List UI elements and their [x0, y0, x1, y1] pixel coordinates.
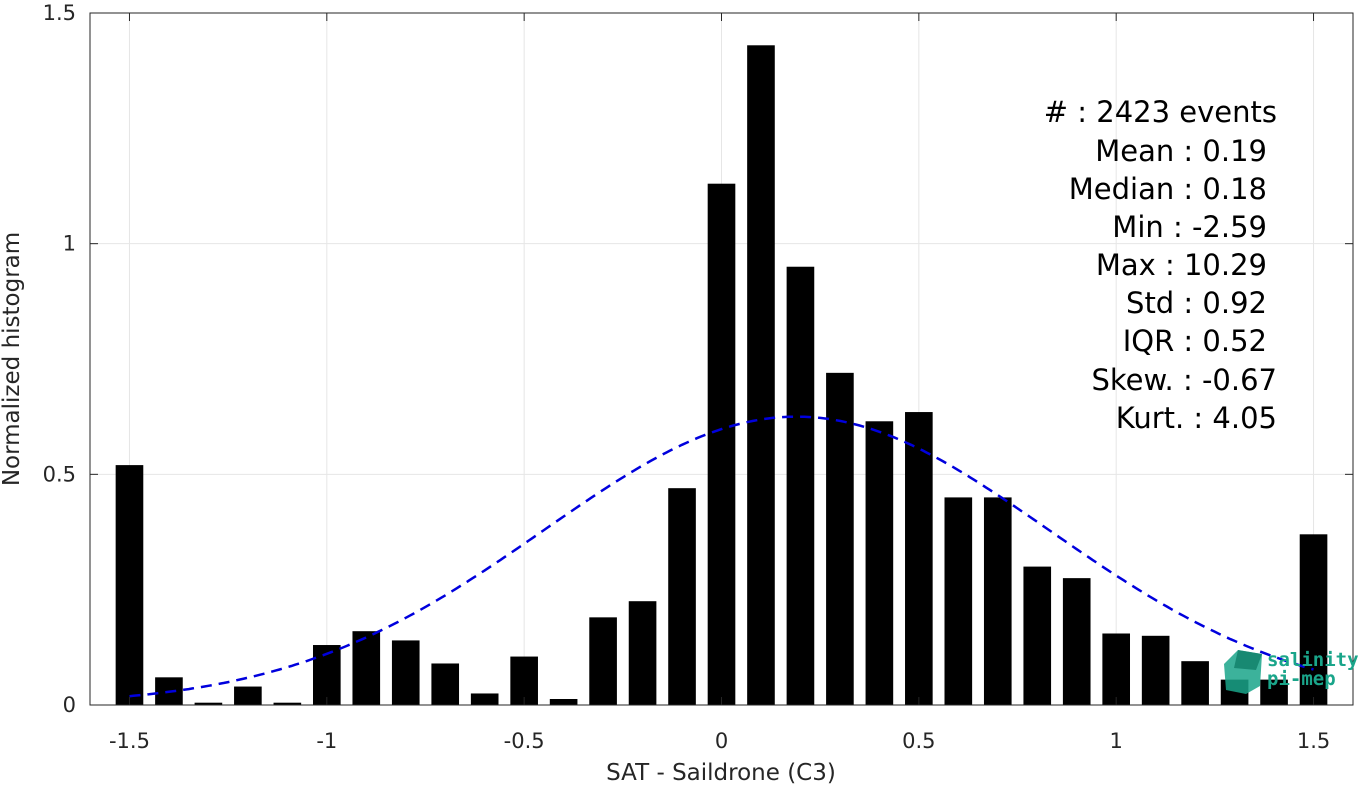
- histogram-bar: [628, 601, 657, 705]
- logo-text-salinity: salinity: [1267, 649, 1359, 671]
- stat-std: Std : 0.92: [1126, 286, 1267, 320]
- histogram-bar: [786, 266, 815, 705]
- logo-text-pi-mep: pi-mep: [1267, 668, 1336, 690]
- y-tick-label: 0: [63, 693, 76, 717]
- histogram-bar: [1102, 633, 1131, 705]
- x-tick-label: -0.5: [504, 729, 545, 753]
- histogram-bar: [391, 640, 420, 705]
- x-tick-label: 0.5: [902, 729, 935, 753]
- histogram-bar: [115, 465, 144, 705]
- stat-skew: Skew. : -0.67: [1091, 363, 1277, 397]
- histogram-bar: [549, 699, 578, 705]
- y-tick-label: 1.5: [43, 1, 76, 25]
- y-axis-label: Normalized histogram: [0, 232, 25, 486]
- histogram-bar: [1260, 679, 1288, 705]
- stat-mean: Mean : 0.19: [1095, 134, 1267, 168]
- x-tick-label: -1: [316, 729, 337, 753]
- histogram-bar: [352, 631, 381, 705]
- histogram-bar: [707, 183, 736, 705]
- histogram-bar: [865, 421, 894, 705]
- histogram-bar: [470, 693, 499, 705]
- stat-events: # : 2423 events: [1044, 95, 1277, 129]
- histogram-bar: [273, 702, 302, 705]
- histogram-bar: [431, 663, 460, 705]
- x-tick-label: 0: [715, 729, 728, 753]
- histogram-bar: [194, 702, 223, 705]
- histogram-bar: [234, 686, 262, 705]
- statistics-box: # : 2423 events Mean : 0.19 Median : 0.1…: [1044, 95, 1277, 435]
- gaussian-fit-curve: [129, 415, 1314, 698]
- histogram-bar: [1181, 661, 1209, 705]
- stat-kurt: Kurt. : 4.05: [1116, 401, 1277, 435]
- x-axis-label: SAT - Saildrone (C3): [606, 760, 836, 785]
- histogram-bar: [1299, 534, 1328, 705]
- stat-max: Max : 10.29: [1096, 248, 1267, 282]
- histogram-bar: [944, 497, 973, 705]
- x-tick-label: 1: [1110, 729, 1123, 753]
- x-tick-label: -1.5: [109, 729, 150, 753]
- histogram-bar: [1023, 566, 1052, 705]
- axis-ticks: -1.5 -1 -0.5 0 0.5 1 1.5 0 0.5 1 1.5: [43, 1, 1353, 753]
- histogram-bar: [668, 488, 696, 705]
- histogram-bar: [905, 412, 933, 705]
- logo-emblem-shade-icon: [1234, 650, 1262, 670]
- histogram-bar: [983, 497, 1012, 705]
- histogram-bar: [589, 617, 617, 705]
- histogram-bar: [1141, 635, 1170, 705]
- histogram-bar: [1062, 578, 1091, 705]
- histogram-bar: [510, 656, 538, 705]
- histogram-bar: [747, 45, 775, 705]
- x-tick-label: 1.5: [1297, 729, 1330, 753]
- histogram-bar: [826, 372, 854, 705]
- stat-min: Min : -2.59: [1112, 210, 1267, 244]
- histogram-bars: [115, 45, 1328, 705]
- stat-median: Median : 0.18: [1069, 172, 1267, 206]
- salinity-pi-mep-logo: salinity pi-mep: [1224, 649, 1359, 694]
- y-tick-label: 1: [63, 232, 76, 256]
- stat-iqr: IQR : 0.52: [1123, 324, 1267, 358]
- y-tick-label: 0.5: [43, 462, 76, 486]
